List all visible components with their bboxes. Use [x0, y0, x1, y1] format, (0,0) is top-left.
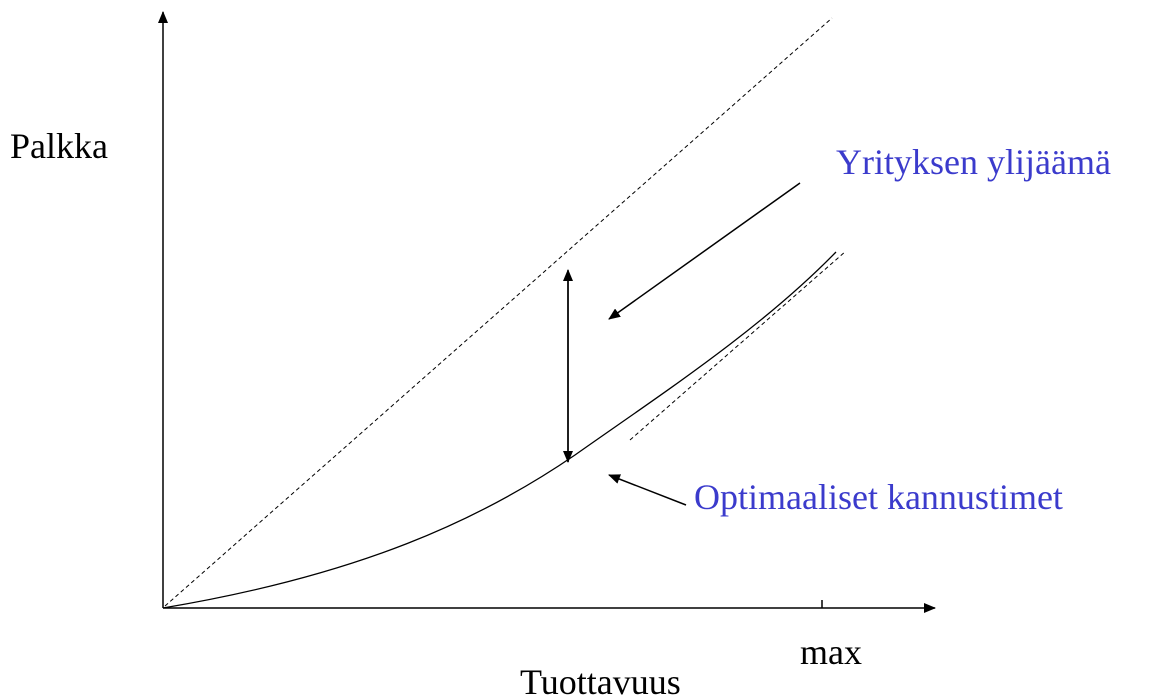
optimal-label: Optimaaliset kannustimet — [694, 477, 1063, 517]
asymptote-line — [629, 250, 847, 441]
surplus-arrow — [608, 182, 801, 320]
x-tick-label: max — [800, 632, 862, 672]
surplus-label: Yrityksen ylijäämä — [836, 142, 1111, 182]
optimal-curve — [162, 251, 837, 609]
y-label: Palkka — [10, 126, 108, 166]
diagonal-line — [164, 17, 833, 607]
optimal-arrow — [608, 474, 687, 506]
x-label: Tuottavuus — [520, 662, 681, 698]
